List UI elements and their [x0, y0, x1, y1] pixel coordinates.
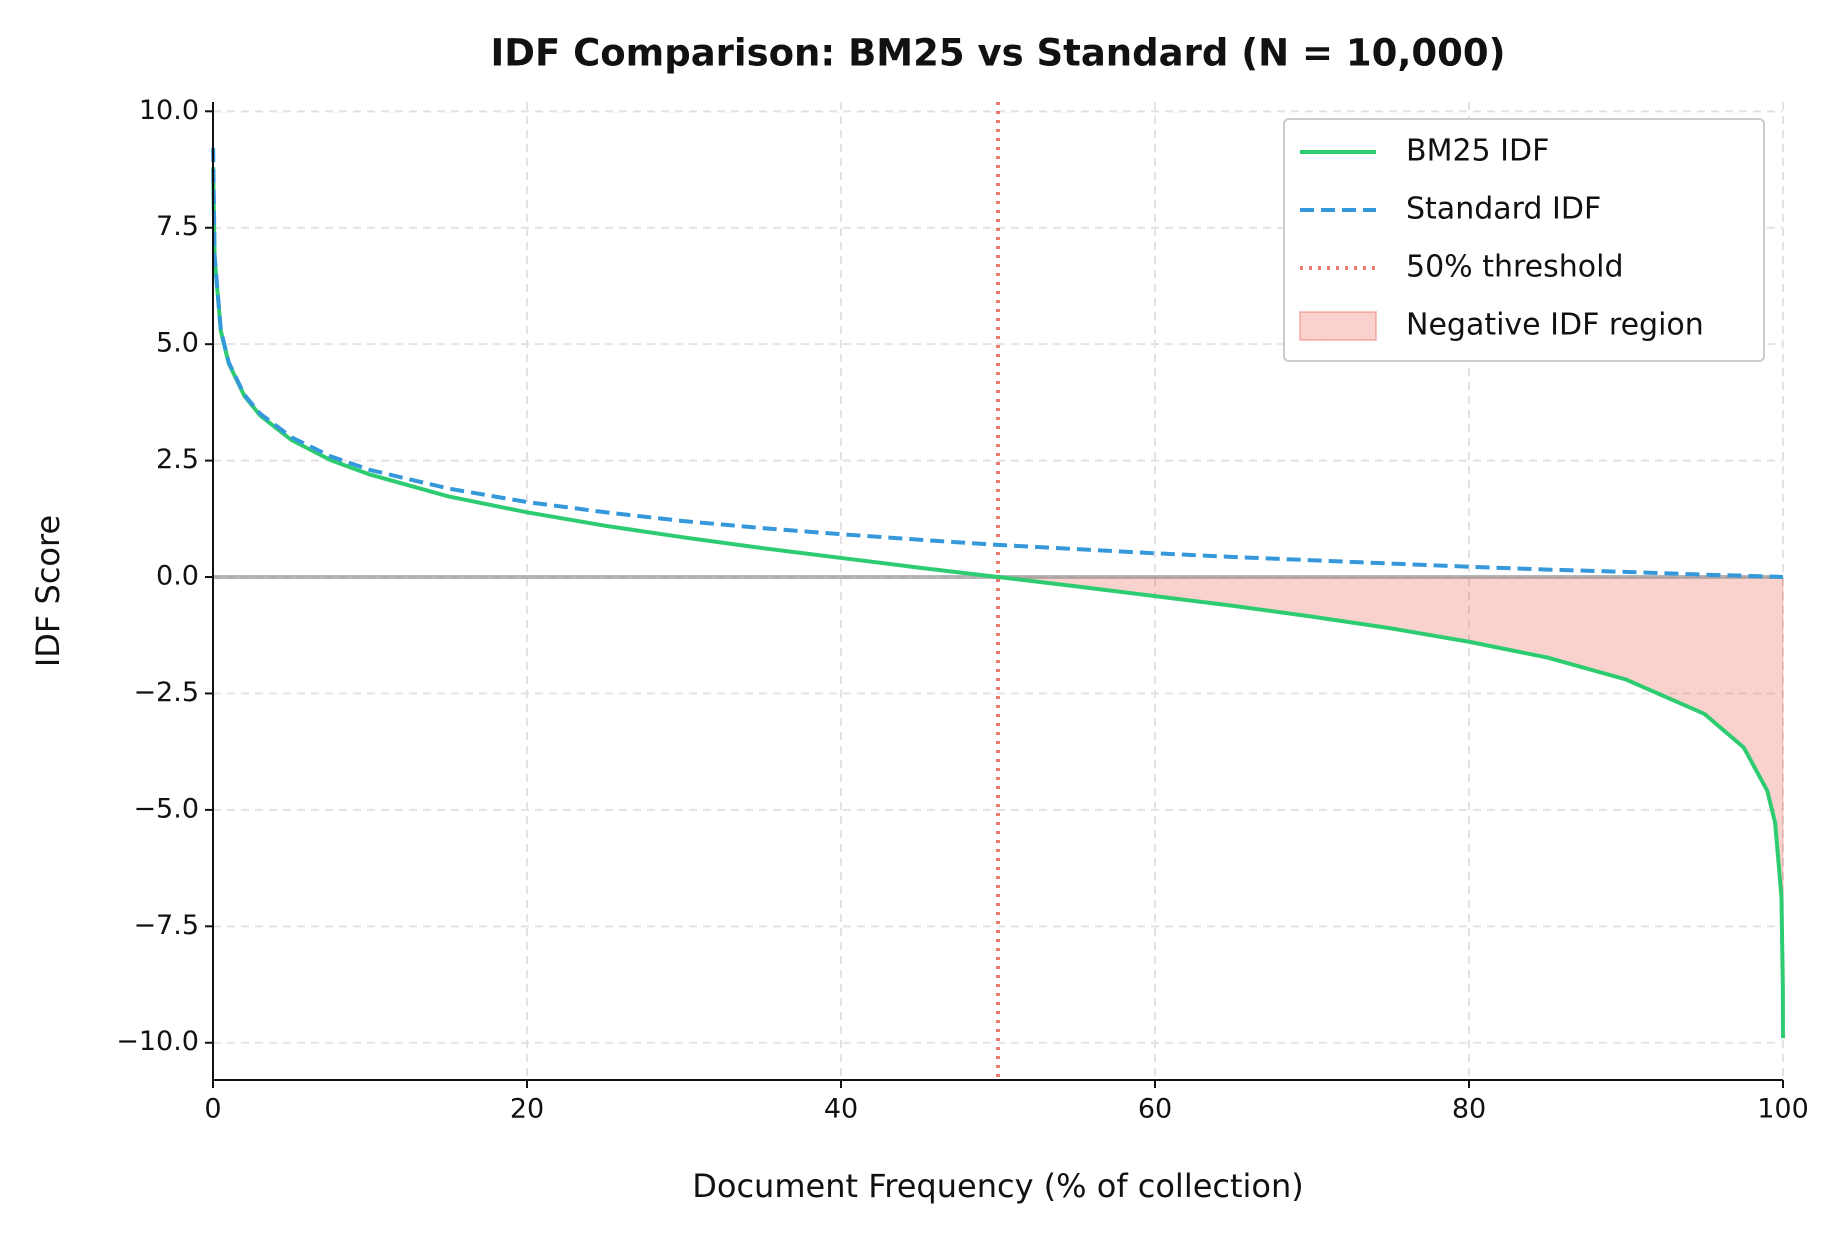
y-tick-label: 2.5 [156, 444, 199, 475]
x-tick-label: 100 [1757, 1094, 1809, 1125]
x-tick-label: 20 [510, 1094, 544, 1125]
y-tick-label: −10.0 [116, 1026, 199, 1057]
legend-swatch [1299, 311, 1377, 341]
chart-title: IDF Comparison: BM25 vs Standard (N = 10… [490, 32, 1505, 75]
legend-label: 50% threshold [1406, 250, 1624, 285]
x-axis-label: Document Frequency (% of collection) [692, 1167, 1304, 1205]
y-tick-label: 10.0 [139, 95, 199, 126]
y-axis-label: IDF Score [29, 515, 67, 667]
legend-label: Negative IDF region [1406, 308, 1704, 343]
y-tick-label: −5.0 [133, 793, 199, 824]
x-tick-label: 0 [204, 1094, 221, 1125]
y-tick-label: 7.5 [156, 211, 199, 242]
y-tick-label: 5.0 [156, 328, 199, 359]
y-tick-label: 0.0 [156, 561, 199, 592]
x-tick-label: 40 [824, 1094, 858, 1125]
y-tick-label: −2.5 [133, 677, 199, 708]
x-tick-label: 60 [1138, 1094, 1172, 1125]
legend-box [1283, 118, 1765, 362]
legend-label: BM25 IDF [1406, 134, 1549, 169]
legend-label: Standard IDF [1406, 192, 1601, 227]
series-line [211, 148, 1783, 580]
x-tick-label: 80 [1452, 1094, 1486, 1125]
y-tick-label: −7.5 [133, 910, 199, 941]
fill-region [997, 576, 1784, 1039]
